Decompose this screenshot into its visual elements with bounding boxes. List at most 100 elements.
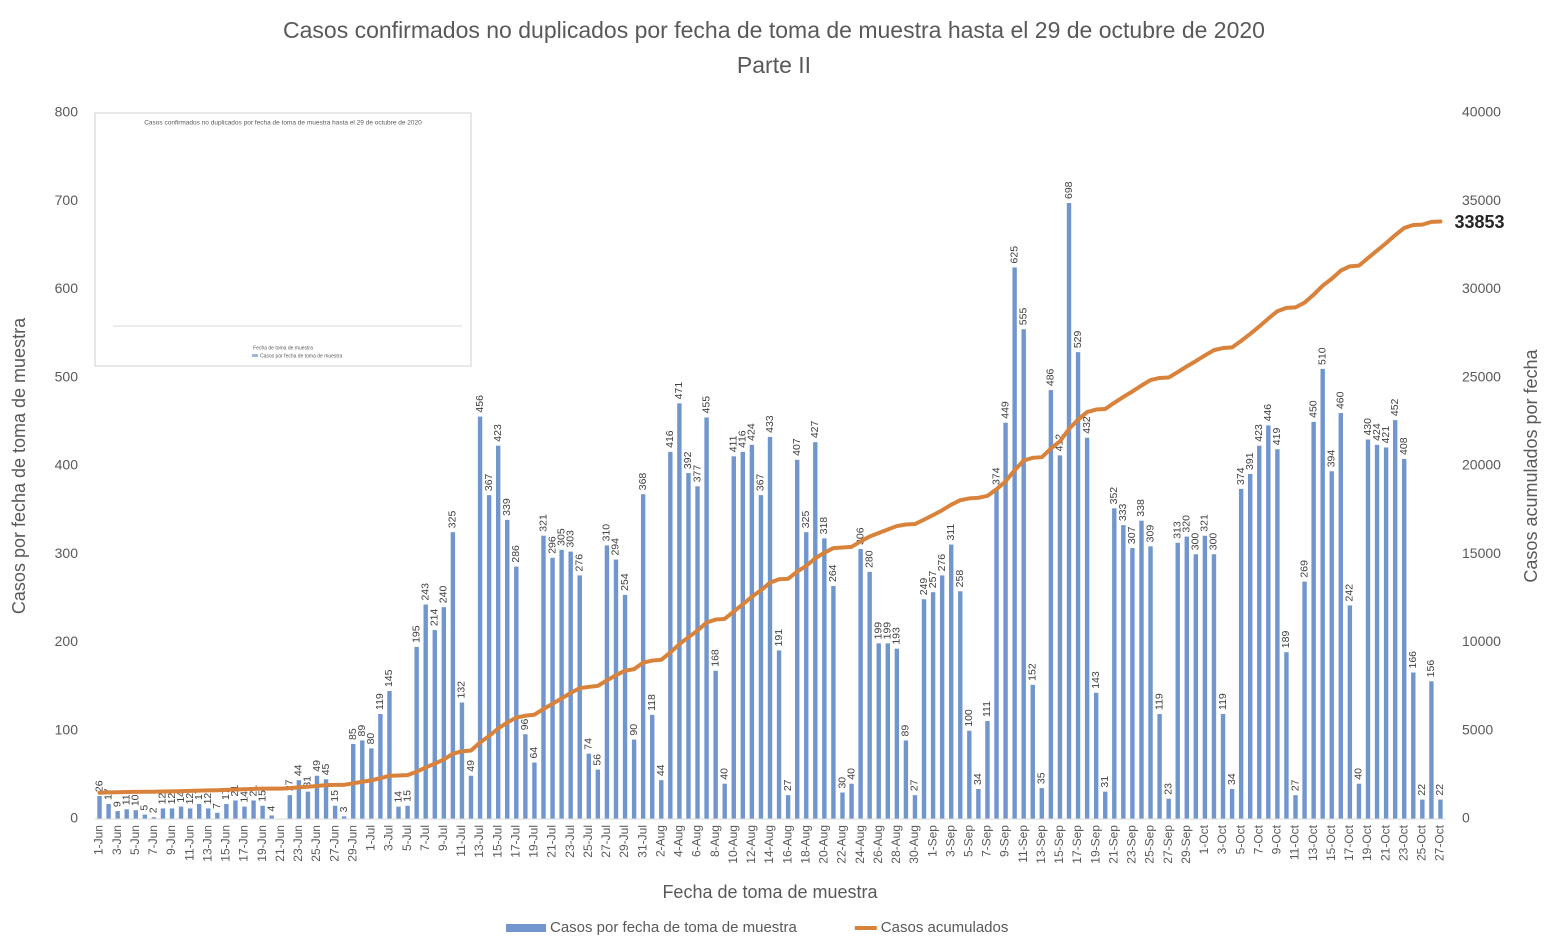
data-label: 264 bbox=[827, 564, 839, 582]
bar bbox=[1257, 445, 1262, 819]
bar bbox=[740, 451, 746, 819]
x-tick-label: 3-Oct bbox=[1215, 824, 1229, 854]
bar bbox=[378, 713, 383, 819]
x-tick-label: 25-Oct bbox=[1415, 824, 1429, 861]
bar bbox=[541, 535, 546, 819]
data-label: 17 bbox=[220, 788, 232, 800]
x-tick-label: 11-Sep bbox=[1016, 825, 1030, 863]
x-tick-label: 13-Jun bbox=[200, 825, 214, 862]
data-label: 31 bbox=[302, 776, 314, 788]
x-tick-label: 13-Sep bbox=[1034, 825, 1048, 864]
x-tick-label: 23-Jul bbox=[563, 825, 577, 858]
data-label: 416 bbox=[664, 430, 676, 448]
x-tick-label: 19-Oct bbox=[1360, 824, 1374, 861]
bar bbox=[1402, 458, 1407, 819]
bar bbox=[713, 670, 718, 819]
data-label: 34 bbox=[972, 773, 984, 785]
x-tick-label: 10-Aug bbox=[726, 825, 740, 864]
data-label: 432 bbox=[1081, 416, 1093, 434]
data-label: 309 bbox=[1144, 525, 1156, 543]
x-tick-label: 17-Jun bbox=[237, 825, 251, 862]
data-label: 9 bbox=[111, 801, 123, 807]
bar bbox=[341, 816, 347, 819]
bar bbox=[124, 809, 129, 819]
data-label: 191 bbox=[773, 629, 785, 647]
x-tick-label: 30-Aug bbox=[907, 825, 921, 864]
bar bbox=[1021, 329, 1026, 819]
data-label: 3 bbox=[338, 806, 350, 812]
x-tick-label: 7-Oct bbox=[1251, 824, 1265, 854]
bar bbox=[441, 607, 447, 819]
data-label: 119 bbox=[374, 693, 386, 710]
bar bbox=[1220, 713, 1226, 819]
data-label: 427 bbox=[809, 420, 821, 438]
bar bbox=[677, 403, 682, 819]
bar bbox=[260, 805, 265, 819]
bar bbox=[1211, 554, 1217, 819]
bar bbox=[912, 795, 918, 819]
data-label: 242 bbox=[1344, 584, 1356, 602]
legend-text: Casos acumulados bbox=[881, 919, 1009, 936]
data-label: 80 bbox=[365, 733, 377, 745]
x-tick-label: 20-Aug bbox=[817, 825, 831, 864]
bar bbox=[296, 780, 302, 819]
data-label: 303 bbox=[564, 530, 576, 548]
data-label: 377 bbox=[691, 465, 703, 483]
bar bbox=[577, 575, 582, 819]
bar bbox=[967, 730, 972, 819]
x-tick-label: 6-Aug bbox=[690, 825, 704, 857]
data-label: 321 bbox=[537, 514, 549, 532]
bar bbox=[1365, 439, 1371, 819]
y-tick-label: 500 bbox=[55, 368, 79, 384]
data-label: 119 bbox=[1153, 693, 1165, 710]
inset-thumbnail: Casos confirmados no duplicados por fech… bbox=[94, 112, 472, 367]
bar bbox=[595, 769, 601, 819]
x-tick-label: 23-Sep bbox=[1125, 825, 1139, 864]
x-tick-label: 19-Jun bbox=[255, 825, 269, 862]
inset-title: Casos confirmados no duplicados por fech… bbox=[144, 120, 422, 127]
bar bbox=[867, 571, 872, 819]
bar bbox=[1284, 652, 1289, 819]
data-label: 407 bbox=[791, 438, 803, 456]
bar bbox=[405, 805, 410, 819]
bar bbox=[1139, 520, 1144, 819]
bar bbox=[97, 796, 102, 819]
data-label: 35 bbox=[1036, 772, 1048, 784]
data-label: 26 bbox=[93, 780, 105, 792]
bar bbox=[1075, 352, 1081, 819]
bar bbox=[958, 591, 963, 819]
data-label: 4 bbox=[265, 805, 277, 811]
y-axis-label: Casos por fecha de toma de muestra bbox=[9, 317, 29, 614]
bar bbox=[976, 788, 981, 819]
x-tick-label: 7-Sep bbox=[980, 825, 994, 857]
bar bbox=[794, 459, 800, 819]
data-label: 368 bbox=[637, 473, 649, 491]
bar bbox=[731, 456, 736, 819]
data-label: 118 bbox=[646, 694, 658, 711]
x-axis-label: Fecha de toma de muestra bbox=[662, 882, 878, 902]
y-tick-label: 300 bbox=[55, 545, 79, 561]
x-tick-label: 23-Oct bbox=[1396, 824, 1410, 861]
bar bbox=[468, 775, 474, 819]
bar bbox=[414, 646, 419, 819]
data-label: 14 bbox=[238, 791, 250, 803]
bar bbox=[1311, 421, 1316, 819]
data-label: 625 bbox=[1008, 246, 1020, 264]
bar bbox=[196, 803, 202, 819]
bar bbox=[106, 803, 111, 819]
bar bbox=[876, 643, 881, 819]
bar bbox=[1193, 554, 1199, 819]
data-label: 374 bbox=[990, 467, 1002, 485]
bar bbox=[269, 815, 274, 819]
bar bbox=[1420, 799, 1425, 819]
y2-tick-label: 30000 bbox=[1462, 280, 1501, 296]
data-label: 132 bbox=[456, 681, 468, 699]
bar bbox=[994, 488, 999, 819]
data-label: 424 bbox=[1371, 423, 1383, 441]
bar bbox=[1184, 536, 1189, 819]
end-value-label: 33853 bbox=[1454, 212, 1504, 232]
x-tick-label: 11-Jul bbox=[454, 825, 468, 857]
x-tick-label: 21-Jun bbox=[273, 825, 287, 862]
bar bbox=[495, 445, 501, 819]
x-tick-label: 12-Aug bbox=[744, 825, 758, 864]
